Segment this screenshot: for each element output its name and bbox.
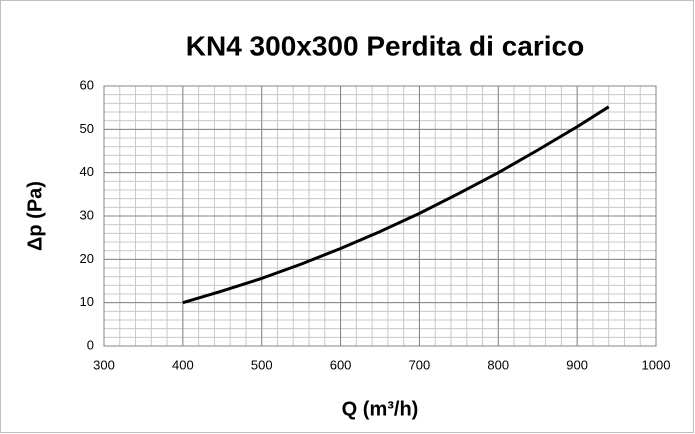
y-axis-label: Δp (Pa) — [24, 181, 46, 251]
x-tick-label: 800 — [487, 357, 509, 372]
y-tick-label: 30 — [80, 207, 94, 222]
y-tick-label: 40 — [80, 164, 94, 179]
data-line — [182, 105, 610, 305]
x-tick-label: 400 — [172, 357, 194, 372]
x-tick-label: 900 — [566, 357, 588, 372]
x-tick-label: 500 — [251, 357, 273, 372]
y-tick-label: 20 — [80, 251, 94, 266]
y-tick-label: 60 — [80, 77, 94, 92]
x-axis-label: Q (m³/h) — [342, 398, 419, 420]
x-tick-label: 300 — [93, 357, 115, 372]
x-tick-label: 600 — [330, 357, 352, 372]
y-tick-label: 50 — [80, 121, 94, 136]
y-tick-label: 10 — [80, 294, 94, 309]
x-tick-label: 700 — [409, 357, 431, 372]
chart-title: KN4 300x300 Perdita di carico — [186, 30, 584, 61]
x-tick-label: 1000 — [642, 357, 671, 372]
plot-border — [103, 85, 657, 347]
y-tick-label: 0 — [87, 337, 94, 352]
